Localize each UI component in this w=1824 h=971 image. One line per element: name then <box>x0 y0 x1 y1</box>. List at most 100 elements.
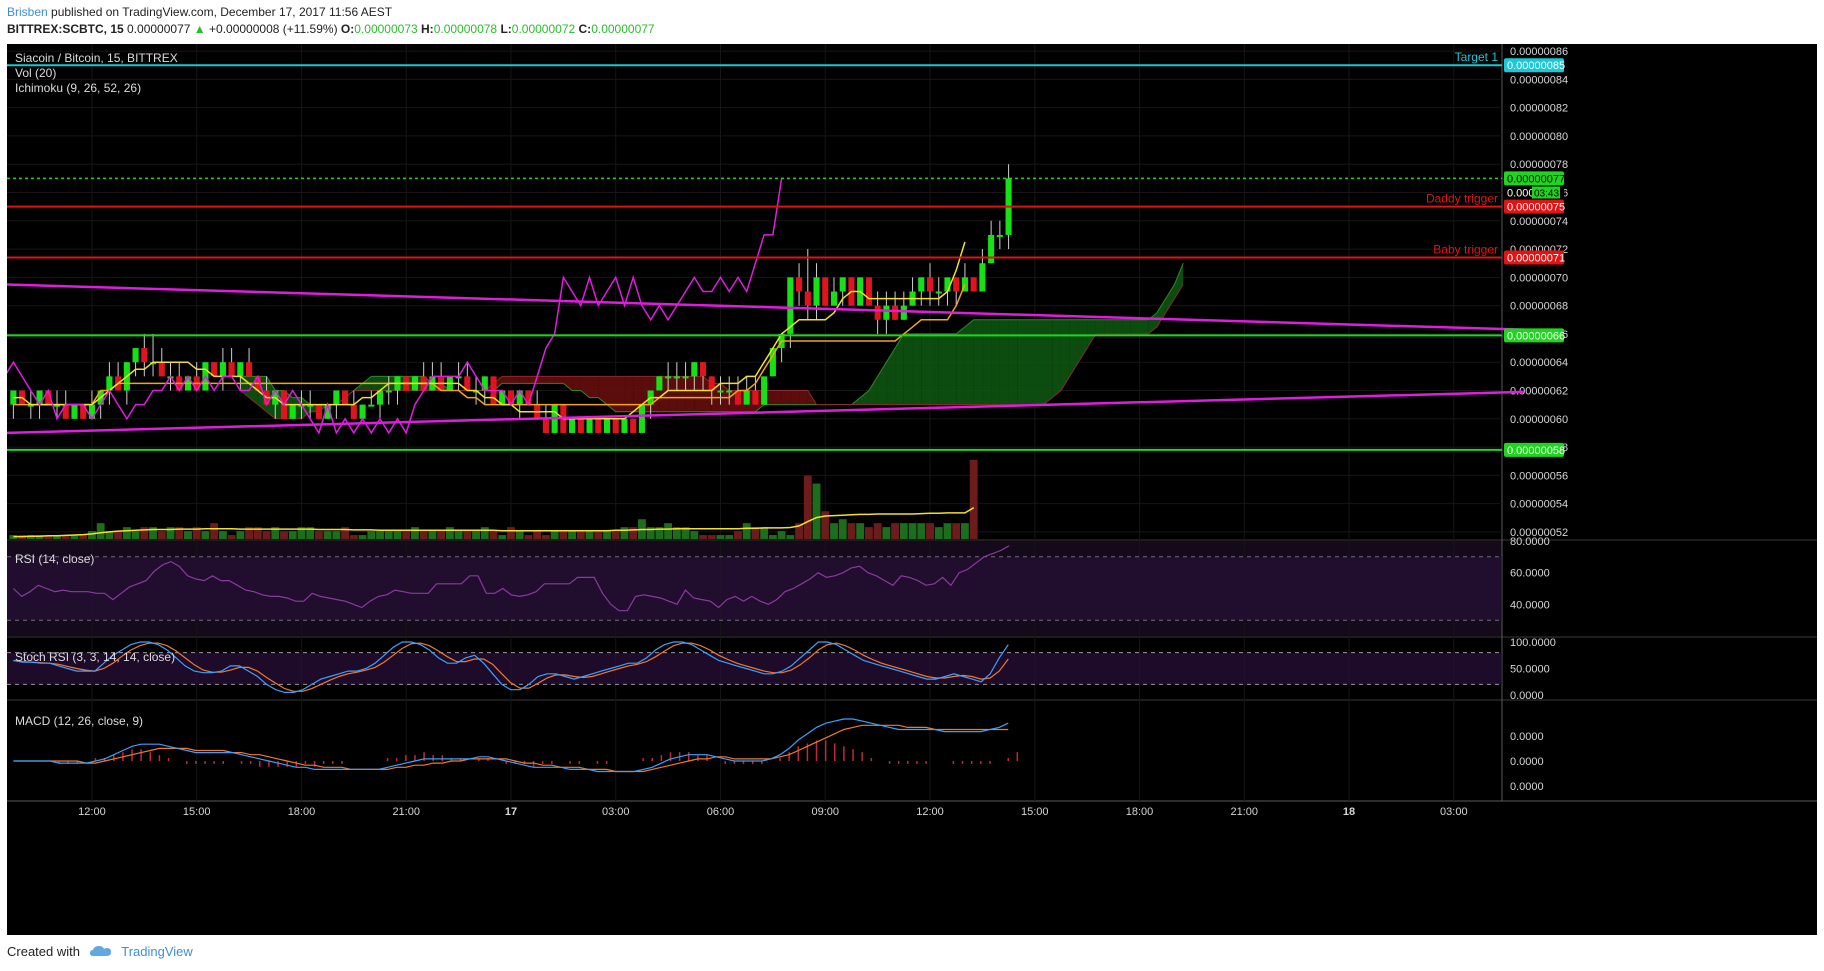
volume-bar <box>768 535 777 539</box>
volume-legend[interactable]: Vol (20) <box>15 66 57 80</box>
time-tick-label: 18:00 <box>1126 806 1154 818</box>
ichimoku-cloud-segment <box>537 376 546 384</box>
volume-bar <box>114 531 123 539</box>
chart-canvas[interactable]: 0.00000052 0.00000054 0.00000056 0.00000058… <box>7 44 1817 935</box>
ichimoku-cloud-segment <box>895 333 904 405</box>
candle-body <box>935 291 942 294</box>
candle-body <box>289 404 296 419</box>
volume-bar <box>751 527 760 539</box>
price-tick-label: 0.00000062 <box>1510 386 1568 398</box>
open-value: 0.00000073 <box>354 22 418 36</box>
ichimoku-cloud-segment <box>999 319 1009 405</box>
candle-body <box>80 404 87 419</box>
volume-bar <box>236 531 245 539</box>
volume-bar <box>856 523 865 539</box>
candle-body <box>665 376 672 379</box>
stoch-tick-label: 100.0000 <box>1510 637 1556 649</box>
candle-body <box>796 277 803 292</box>
price-badge-label-support-66: 0.00000066 <box>1507 330 1565 342</box>
candle-body <box>603 418 611 433</box>
stoch-rsi-legend[interactable]: Stoch RSI (3, 3, 14, 14, close) <box>15 650 176 664</box>
volume-bar <box>603 531 611 539</box>
candle-body <box>586 418 593 433</box>
candle-body <box>211 362 218 377</box>
footer: Created with TradingView <box>7 944 193 959</box>
volume-bar <box>314 531 323 539</box>
volume-bar <box>507 527 515 539</box>
close-label: C: <box>578 22 592 36</box>
volume-bar <box>26 535 35 539</box>
macd-line <box>13 718 1009 773</box>
macd-tick-label: 0.0000 <box>1510 731 1544 743</box>
price-tick-label: 0.00000086 <box>1510 46 1568 58</box>
ichimoku-cloud-segment <box>1069 319 1079 377</box>
candle-body <box>71 404 78 419</box>
author-link[interactable]: Brisben <box>7 5 48 19</box>
ichimoku-cloud-segment <box>580 376 590 398</box>
ichimoku-cloud-segment <box>1026 319 1035 405</box>
ichimoku-cloud-segment <box>563 376 573 391</box>
price-badge-label-support-58: 0.00000058 <box>1507 445 1565 457</box>
volume-bar <box>201 531 210 539</box>
macd-legend[interactable]: MACD (12, 26, close, 9) <box>15 714 144 728</box>
ichimoku-cloud-segment <box>1122 319 1131 334</box>
candle-body <box>246 362 253 377</box>
countdown-time-badge <box>1532 186 1560 199</box>
candle-body <box>219 362 226 377</box>
publish-header: Brisben published on TradingView.com, De… <box>0 0 1824 44</box>
candle-body <box>630 418 637 433</box>
volume-bar <box>961 523 969 539</box>
candle-body <box>53 404 61 407</box>
time-tick-label: 12:00 <box>916 806 944 818</box>
ichimoku-legend[interactable]: Ichimoku (9, 26, 52, 26) <box>15 81 142 95</box>
volume-bar <box>61 535 70 539</box>
volume-bar <box>655 527 664 539</box>
volume-bar <box>821 511 830 539</box>
volume-bar <box>952 523 961 539</box>
volume-bar <box>218 531 227 539</box>
main-legend[interactable]: Siacoin / Bitcoin, 15, BITTREX <box>15 51 178 65</box>
candle-body <box>595 418 602 433</box>
price-tick-label: 0.00000078 <box>1510 159 1568 171</box>
candle-body <box>307 404 314 407</box>
ichimoku-cloud-segment <box>781 390 791 405</box>
stoch-tick-label: 0.0000 <box>1510 690 1544 702</box>
candle-body <box>342 390 349 405</box>
candle-body <box>464 376 471 391</box>
ichimoku-cloud-segment <box>624 376 634 412</box>
candle-body <box>481 376 488 391</box>
price-tick-label: 0.00000082 <box>1510 103 1568 115</box>
candle-body <box>839 277 846 292</box>
price-change: +0.00000008 (+11.59%) <box>209 22 338 36</box>
rsi-legend[interactable]: RSI (14, close) <box>15 552 95 566</box>
ichimoku-cloud-segment <box>956 326 965 405</box>
candle-body <box>359 404 366 419</box>
candle-body <box>883 305 890 320</box>
volume-bar <box>88 531 96 539</box>
ichimoku-cloud-segment <box>912 333 922 405</box>
candle-body <box>455 376 462 379</box>
candle-body <box>27 404 34 407</box>
candle-body <box>822 277 829 306</box>
tradingview-brand-link[interactable]: TradingView <box>121 944 193 959</box>
ichimoku-cloud-segment <box>799 390 808 405</box>
volume-bar <box>210 523 219 539</box>
ichimoku-cloud-segment <box>772 390 782 405</box>
price-badge-baby-trigger <box>1504 250 1564 265</box>
trendline-lower-support <box>7 390 1524 435</box>
volume-bar <box>489 531 498 539</box>
volume-bar <box>777 531 786 539</box>
chikou-span-line <box>7 178 783 435</box>
candle-body <box>507 390 515 405</box>
price-badge-support-66 <box>1504 328 1564 343</box>
tradingview-cloud-icon <box>89 946 111 956</box>
volume-bar <box>576 531 585 539</box>
tenkan-sen-line <box>13 241 966 420</box>
price-tick-label: 0.00000072 <box>1510 244 1568 256</box>
volume-bar <box>271 527 280 539</box>
ichimoku-cloud-segment <box>1165 284 1175 313</box>
chart-area[interactable]: 0.00000052 0.00000054 0.00000056 0.00000058… <box>7 44 1817 935</box>
candle-body <box>979 263 986 292</box>
candle-body <box>699 362 707 377</box>
volume-bar <box>707 535 716 539</box>
